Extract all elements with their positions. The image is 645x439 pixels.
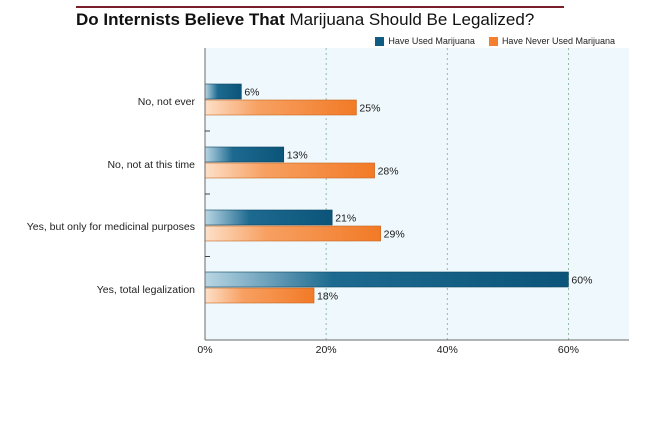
data-label-series1-cat1: 28% [378,166,399,178]
legend-swatch-used [375,36,385,46]
title-rule [76,6,564,8]
category-label-total-legalization: Yes, total legalization [96,284,195,296]
legend: Have Used Marijuana Have Never Used Mari… [375,36,615,46]
bar-series1-cat1 [204,162,375,179]
x-tick-label-20: 20% [316,344,337,356]
bar-series0-cat1 [204,146,285,163]
data-label-series1-cat2: 29% [384,229,405,241]
data-label-series0-cat0: 6% [244,87,259,99]
legend-item-used: Have Used Marijuana [375,36,475,46]
bar-series1-cat2 [204,225,381,242]
x-tick-label-40: 40% [437,344,458,356]
chart-title-bold: Do Internists Believe That [76,10,285,29]
data-label-series0-cat3: 60% [571,275,592,287]
data-label-series1-cat3: 18% [317,291,338,303]
legend-label-used: Have Used Marijuana [388,36,475,46]
chart-title-rest: Marijuana Should Be Legalized? [289,10,535,29]
chart-title: Do Internists Believe That Marijuana Sho… [76,10,576,30]
data-label-series1-cat0: 25% [359,103,380,115]
category-label-no-not-ever: No, not ever [137,96,195,108]
category-label-medicinal: Yes, but only for medicinal purposes [26,221,195,233]
legend-swatch-never-used [488,36,498,46]
legend-item-never-used: Have Never Used Marijuana [488,36,615,46]
data-label-series0-cat2: 21% [335,213,356,225]
bar-series0-cat2 [204,209,333,226]
x-tick-label-0: 0% [197,344,212,356]
legend-label-never-used: Have Never Used Marijuana [501,36,615,46]
x-tick-label-60: 60% [558,344,579,356]
data-label-series0-cat1: 13% [287,150,308,162]
bar-series0-cat3 [204,271,569,288]
bar-series0-cat0 [204,83,242,100]
category-label-no-not-at-this-time: No, not at this time [107,159,195,171]
bar-series1-cat0 [204,99,357,116]
bar-series1-cat3 [204,287,315,304]
